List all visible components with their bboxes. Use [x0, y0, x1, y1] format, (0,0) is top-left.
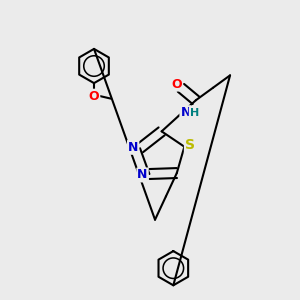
Text: O: O — [89, 90, 99, 103]
Text: O: O — [171, 78, 182, 91]
Text: N: N — [180, 106, 191, 119]
Text: N: N — [128, 141, 138, 154]
Text: H: H — [190, 108, 199, 118]
Text: S: S — [185, 138, 195, 152]
Text: N: N — [137, 168, 148, 182]
